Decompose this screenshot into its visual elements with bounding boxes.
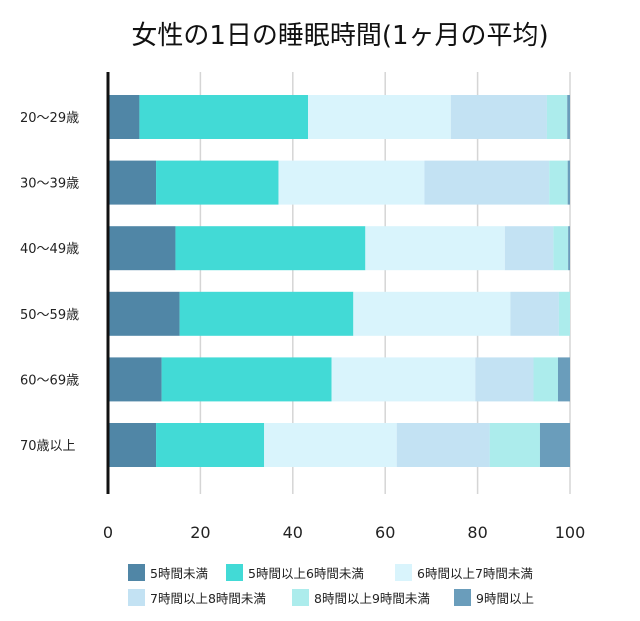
bar-segment-2-5 <box>549 160 568 205</box>
bar-segment-6-6 <box>539 423 570 467</box>
bar-segment-4-5 <box>558 291 570 336</box>
category-labels: 20〜29歳 30〜39歳 40〜49歳 50〜59歳 60〜69歳 70歳以上 <box>20 111 79 454</box>
x-tick-label: 20 <box>190 523 210 542</box>
bar-segment-1-5 <box>546 95 568 139</box>
bar-segment-5-3 <box>331 357 476 402</box>
category-label: 20〜29歳 <box>20 111 79 126</box>
bar-segment-5-1 <box>108 357 162 402</box>
bar-segment-2-1 <box>108 160 157 205</box>
bar-segment-1-6 <box>567 95 570 139</box>
bar-segment-2-4 <box>424 160 550 205</box>
legend-swatch <box>226 564 243 581</box>
bar-segment-1-1 <box>108 95 140 139</box>
bar-segment-3-6 <box>568 226 570 271</box>
x-tick-label: 0 <box>103 523 113 542</box>
legend-swatch <box>292 589 309 606</box>
bar-segment-3-2 <box>175 226 366 271</box>
bar-segment-3-3 <box>365 226 505 271</box>
legend-swatch <box>454 589 471 606</box>
bar-segment-6-3 <box>264 423 397 467</box>
legend-swatch <box>128 589 145 606</box>
bar-segment-1-3 <box>308 95 451 139</box>
legend-label: 8時間以上9時間未満 <box>314 591 430 606</box>
bar-segment-2-2 <box>156 160 279 205</box>
bars <box>106 72 570 494</box>
bar-segment-3-5 <box>553 226 569 271</box>
bar-segment-4-3 <box>353 291 511 336</box>
category-label: 70歳以上 <box>20 439 76 454</box>
legend-swatch <box>395 564 412 581</box>
bar-segment-2-6 <box>567 160 570 205</box>
legend-label: 5時間以上6時間未満 <box>248 566 364 581</box>
x-tick-label: 60 <box>375 523 395 542</box>
bar-segment-4-2 <box>179 291 354 336</box>
legend-label: 7時間以上8時間未満 <box>150 591 266 606</box>
bar-segment-3-4 <box>504 226 554 271</box>
bar-segment-1-4 <box>450 95 547 139</box>
bar-segment-3-1 <box>108 226 176 271</box>
chart-title: 女性の1日の睡眠時間(1ヶ月の平均) <box>131 21 548 51</box>
bar-segment-5-5 <box>533 357 558 402</box>
bar-segment-6-1 <box>108 423 157 467</box>
bar-segment-5-2 <box>161 357 332 402</box>
category-label: 40〜49歳 <box>20 242 79 257</box>
category-label: 60〜69歳 <box>20 373 79 388</box>
bar-segment-1-2 <box>139 95 309 139</box>
bar-segment-6-4 <box>396 423 490 467</box>
legend-label: 5時間未満 <box>150 566 208 581</box>
x-tick-label: 100 <box>555 523 586 542</box>
category-label: 50〜59歳 <box>20 308 79 323</box>
bar-segment-2-3 <box>278 160 425 205</box>
category-label: 30〜39歳 <box>20 177 79 192</box>
x-tick-labels: 0 20 40 60 80 100 <box>103 523 585 542</box>
x-tick-label: 80 <box>467 523 487 542</box>
legend-label: 9時間以上 <box>476 591 534 606</box>
bar-segment-5-6 <box>557 357 570 402</box>
legend: 5時間未満 5時間以上6時間未満 6時間以上7時間未満 7時間以上8時間未満 8時間以上… <box>128 564 534 606</box>
legend-swatch <box>128 564 145 581</box>
bar-segment-4-1 <box>108 291 180 336</box>
bar-segment-5-4 <box>475 357 534 402</box>
bar-segment-4-4 <box>510 291 559 336</box>
bar-segment-6-5 <box>489 423 540 467</box>
legend-label: 6時間以上7時間未満 <box>417 566 533 581</box>
bar-segment-6-2 <box>156 423 265 467</box>
x-tick-label: 40 <box>283 523 303 542</box>
